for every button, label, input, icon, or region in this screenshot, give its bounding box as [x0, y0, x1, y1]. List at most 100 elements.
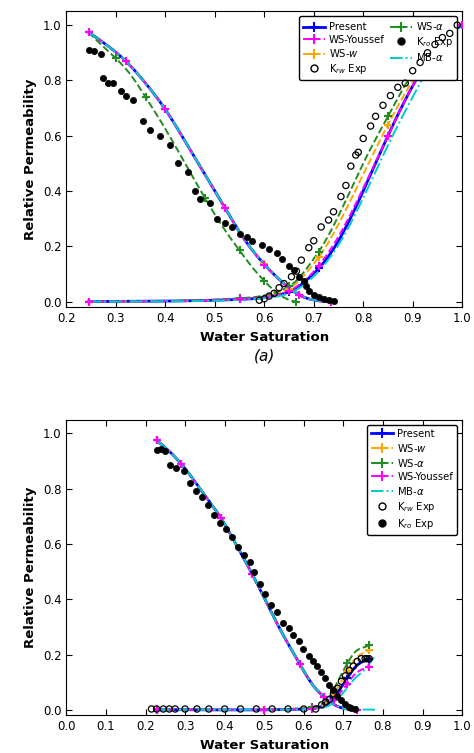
- Point: [330, 687, 337, 700]
- Text: (a): (a): [254, 349, 275, 364]
- Point: [379, 99, 387, 111]
- Point: [345, 701, 352, 713]
- Point: [329, 684, 337, 697]
- Point: [424, 47, 431, 59]
- Point: [365, 653, 373, 665]
- Point: [416, 56, 424, 69]
- Point: [330, 294, 337, 306]
- Point: [446, 27, 454, 39]
- Point: [341, 698, 348, 710]
- Point: [157, 443, 164, 455]
- Point: [165, 703, 173, 715]
- Point: [305, 285, 312, 297]
- Point: [337, 191, 345, 203]
- Point: [298, 254, 305, 266]
- Point: [364, 653, 371, 665]
- Point: [221, 703, 228, 715]
- Point: [318, 699, 326, 711]
- Point: [248, 235, 255, 247]
- Point: [275, 282, 283, 294]
- Point: [346, 664, 353, 676]
- Point: [146, 124, 154, 136]
- Point: [295, 635, 303, 647]
- Point: [196, 194, 204, 206]
- Point: [280, 278, 288, 290]
- Point: [354, 655, 361, 667]
- Point: [161, 445, 168, 457]
- Point: [310, 288, 318, 300]
- Point: [236, 228, 243, 240]
- Point: [333, 690, 340, 702]
- Point: [337, 694, 345, 706]
- Point: [394, 81, 401, 93]
- Point: [280, 617, 287, 629]
- Point: [352, 703, 359, 715]
- Point: [139, 114, 147, 127]
- Point: [261, 293, 268, 305]
- Point: [317, 666, 325, 678]
- Point: [273, 247, 281, 259]
- Point: [181, 703, 189, 715]
- Point: [285, 622, 293, 634]
- Point: [167, 459, 174, 471]
- Point: [284, 703, 292, 715]
- Point: [210, 509, 218, 521]
- Point: [105, 77, 112, 89]
- Point: [258, 239, 265, 251]
- Point: [222, 523, 230, 535]
- Point: [148, 703, 155, 715]
- Point: [100, 72, 107, 84]
- Point: [237, 703, 244, 715]
- Point: [349, 660, 357, 672]
- Point: [320, 293, 328, 305]
- Point: [253, 703, 260, 715]
- Point: [156, 130, 164, 142]
- Point: [117, 85, 125, 97]
- Point: [438, 32, 446, 44]
- Point: [221, 217, 228, 229]
- Point: [334, 682, 341, 694]
- Point: [273, 605, 281, 617]
- Point: [347, 703, 355, 715]
- Point: [173, 462, 180, 474]
- Point: [160, 703, 167, 715]
- Point: [337, 675, 345, 687]
- Point: [387, 90, 394, 102]
- Point: [198, 491, 206, 503]
- Point: [265, 290, 273, 302]
- Point: [122, 90, 129, 102]
- Point: [262, 587, 269, 599]
- Point: [342, 179, 350, 191]
- Point: [265, 243, 273, 255]
- Point: [216, 517, 224, 529]
- Point: [325, 679, 333, 691]
- Point: [347, 160, 355, 172]
- Point: [243, 230, 251, 242]
- Point: [255, 578, 263, 590]
- Point: [300, 703, 308, 715]
- Point: [431, 38, 439, 50]
- Point: [292, 265, 300, 277]
- Point: [153, 444, 160, 456]
- Point: [213, 212, 221, 224]
- Point: [401, 77, 409, 89]
- Point: [321, 672, 328, 684]
- Point: [268, 599, 275, 611]
- Point: [166, 139, 174, 151]
- Point: [240, 549, 247, 561]
- Point: [372, 111, 379, 123]
- Point: [234, 541, 242, 553]
- Point: [246, 556, 254, 568]
- Point: [305, 242, 312, 254]
- Point: [192, 486, 200, 498]
- Point: [312, 703, 319, 715]
- Point: [228, 531, 236, 543]
- Point: [204, 499, 212, 511]
- Point: [299, 643, 307, 655]
- Point: [278, 253, 285, 265]
- Point: [109, 77, 117, 89]
- Point: [228, 221, 236, 233]
- Point: [326, 694, 333, 706]
- Point: [325, 214, 332, 226]
- Point: [315, 291, 322, 303]
